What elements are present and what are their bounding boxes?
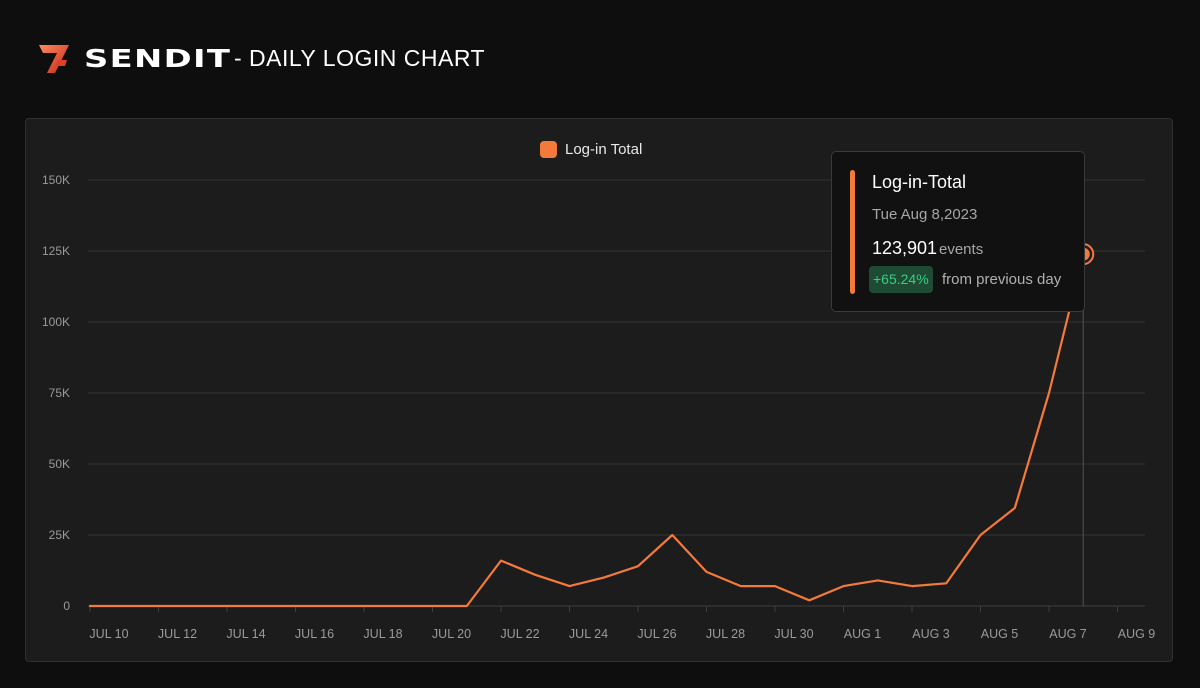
tooltip-series-name: Log-in-Total — [872, 172, 967, 192]
x-tick-label: JUL 26 — [637, 627, 676, 641]
x-tick-label: AUG 5 — [981, 627, 1019, 641]
x-tick-label: JUL 30 — [774, 627, 813, 641]
x-tick-label: AUG 9 — [1118, 627, 1156, 641]
x-tick-label: AUG 3 — [912, 627, 950, 641]
series-line-login-total — [88, 253, 1085, 608]
x-tick-label: JUL 18 — [363, 627, 402, 641]
x-tick-label: AUG 1 — [844, 627, 882, 641]
legend-swatch — [540, 140, 557, 158]
x-tick-label: JUL 24 — [569, 627, 608, 641]
x-tick-label: JUL 14 — [226, 627, 265, 641]
y-tick-label: 125K — [42, 244, 70, 258]
y-tick-label: 50K — [49, 457, 70, 471]
x-tick-label: JUL 12 — [158, 627, 197, 641]
header: SENDIT - DAILY LOGIN CHART — [36, 38, 485, 78]
x-tick-label: JUL 10 — [89, 627, 128, 641]
x-tick-label: JUL 20 — [432, 627, 471, 641]
x-tick-label: JUL 16 — [295, 627, 334, 641]
y-tick-label: 100K — [42, 315, 70, 329]
y-tick-label: 0 — [63, 599, 70, 613]
y-tick-label: 25K — [49, 528, 70, 542]
tooltip-accent-bar — [850, 170, 855, 294]
tooltip-value: 123,901 — [872, 238, 938, 258]
legend-label: Log-in Total — [565, 140, 643, 158]
x-tick-label: JUL 28 — [706, 627, 745, 641]
y-tick-label: 150K — [42, 173, 70, 187]
tooltip-date: Tue Aug 8,2023 — [872, 206, 978, 223]
tooltip-change-badge: +65.24% — [869, 266, 933, 293]
x-tick-label: AUG 7 — [1049, 627, 1087, 641]
brand-name: SENDIT — [84, 43, 232, 73]
tooltip-unit: events — [939, 241, 984, 258]
sendit-logo-icon — [39, 45, 69, 73]
chart-tooltip: Log-in-Total Tue Aug 8,2023 123,901 even… — [831, 151, 1085, 312]
page-title: - DAILY LOGIN CHART — [234, 44, 486, 71]
y-tick-label: 75K — [49, 386, 70, 400]
tooltip-change-label: from previous day — [942, 271, 1062, 288]
chart-legend[interactable]: Log-in Total — [540, 139, 642, 159]
x-tick-label: JUL 22 — [500, 627, 539, 641]
